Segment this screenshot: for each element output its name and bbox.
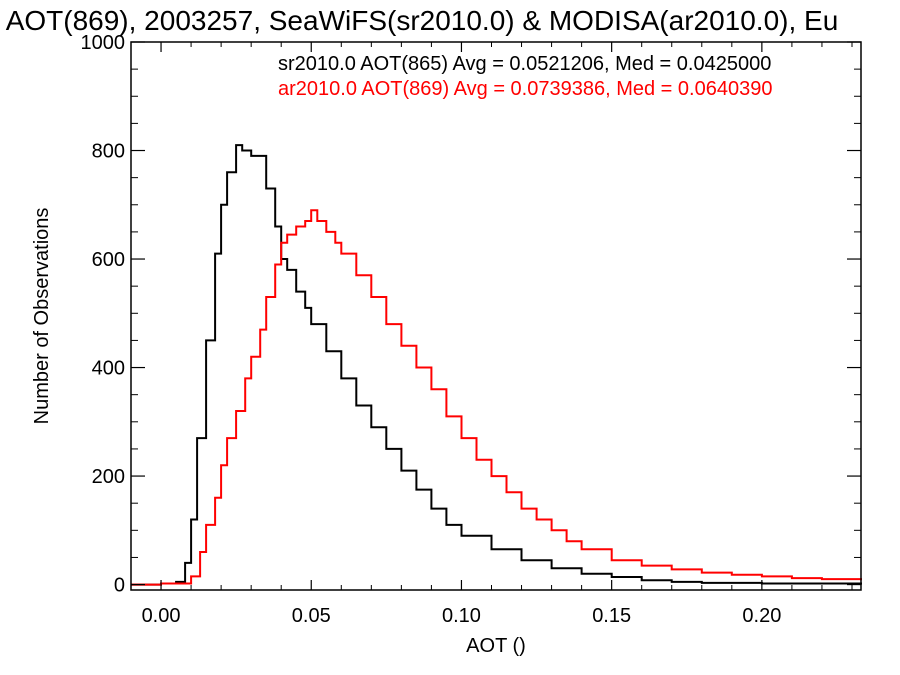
series-line-2	[131, 209, 862, 586]
annotation-sr2010: sr2010.0 AOT(865) Avg = 0.0521206, Med =…	[278, 53, 771, 75]
x-tick-label: 0.00	[142, 605, 181, 627]
series-line-1	[131, 144, 862, 586]
y-tick-label: 400	[92, 358, 125, 380]
x-tick-label: 0.05	[292, 605, 331, 627]
y-tick-label: 200	[92, 466, 125, 488]
y-tick-label: 800	[92, 141, 125, 163]
series-layer	[131, 144, 862, 586]
x-tick-label: 0.15	[592, 605, 631, 627]
ticks-layer: 0.00 0.05 0.10 0.15 0.20 0 200 400 600 800 1000	[81, 32, 861, 627]
chart-title: AOT(869), 2003257, SeaWiFS(sr2010.0) & M…	[6, 5, 839, 36]
x-tick-label: 0.10	[442, 605, 481, 627]
y-tick-label: 0	[114, 575, 125, 597]
y-axis-label: Number of Observations	[31, 208, 53, 425]
annotation-ar2010: ar2010.0 AOT(869) Avg = 0.0739386, Med =…	[278, 78, 772, 100]
x-axis-label: AOT ()	[466, 635, 526, 657]
y-tick-label: 600	[92, 249, 125, 271]
x-tick-label: 0.20	[742, 605, 781, 627]
y-tick-label: 1000	[81, 32, 126, 54]
plot-frame	[130, 41, 862, 591]
